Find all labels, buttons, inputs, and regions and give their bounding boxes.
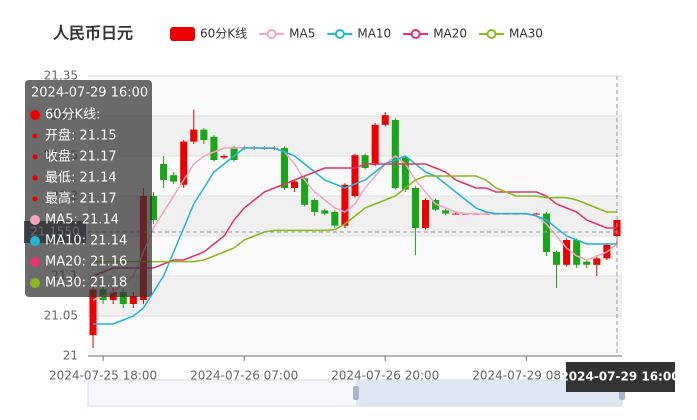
candle-body (160, 164, 168, 180)
candle-body (573, 240, 581, 265)
split-area (88, 116, 622, 156)
legend-icon (410, 29, 421, 39)
split-area (88, 76, 622, 116)
x-tick-label: 2024-07-25 18:00 (49, 369, 157, 383)
plot: 2121.0521.121.1521.221.2521.321.352024-0… (44, 69, 622, 383)
legend-label: MA5 (289, 27, 315, 41)
x-tick-label: 2024-07-29 08:00 (472, 369, 580, 383)
tooltip-label: 最高: (45, 191, 75, 207)
legend-icon (334, 29, 345, 39)
tooltip-label: 开盘: (45, 128, 75, 144)
split-area (88, 236, 622, 276)
candle-body (371, 124, 379, 165)
tooltip-label: MA5: (45, 213, 78, 228)
legend-icon (486, 29, 497, 39)
x-tick-label: 2024-07-26 20:00 (331, 369, 439, 383)
candle-body (552, 252, 561, 265)
candle-body (170, 175, 178, 182)
tooltip-value: 21.14 (79, 171, 116, 186)
tooltip-dot (32, 154, 38, 160)
legend-icon (266, 29, 277, 39)
candle-body (210, 136, 218, 160)
candle-body (593, 258, 601, 265)
tooltip-value: 21.14 (82, 213, 119, 228)
data-zoom[interactable] (87, 379, 625, 407)
candle-body (381, 115, 389, 125)
ma-line (93, 175, 617, 263)
candle-body (351, 155, 359, 196)
tooltip-value: 21.17 (79, 150, 116, 165)
candle-body (89, 289, 97, 336)
candle-body (422, 200, 430, 228)
split-area (88, 276, 622, 316)
candle-body (341, 184, 349, 226)
tooltip-label: MA20: (45, 255, 86, 270)
tooltip-label: 最低: (45, 171, 75, 186)
legend-icon (170, 27, 195, 41)
candle-body (361, 155, 369, 168)
x-tick-label: 2024-07-26 07:00 (190, 369, 298, 383)
tooltip-dot (30, 215, 40, 225)
candle-body (583, 261, 591, 265)
tooltip-value: 21.18 (90, 276, 127, 291)
tooltip-dot (30, 110, 40, 120)
y-tick-label: 21 (63, 349, 78, 363)
candle-body (230, 147, 238, 160)
tooltip-value: 21.17 (79, 192, 116, 207)
candle-body (119, 292, 127, 304)
candle-body (311, 200, 319, 212)
legend-label: MA10 (357, 27, 391, 41)
candle-body (129, 296, 137, 304)
tooltip-dot (30, 257, 40, 267)
candle-body (200, 129, 208, 140)
overlay: 60分K线MA5MA10MA20MA3021.15502024-07-29 16… (24, 27, 680, 392)
candle-body (291, 181, 299, 188)
candle-body (391, 120, 399, 188)
legend-label: MA20 (433, 27, 467, 41)
candle-body (331, 212, 339, 226)
candle-body (180, 141, 188, 185)
tooltip-label: MA10: (45, 234, 86, 249)
ma-line (92, 163, 617, 277)
tooltip-dot (32, 133, 38, 139)
tooltip-label: MA30: (45, 276, 86, 291)
tooltip-label: 收盘: (45, 149, 75, 165)
tooltip-value: 21.14 (90, 234, 127, 249)
candle-body (442, 210, 450, 214)
tooltip-value: 21.15 (79, 129, 116, 144)
candle-body (149, 196, 158, 220)
tooltip-label: 60分K线: (45, 108, 100, 123)
tooltip-dot (32, 196, 38, 202)
candle-body (401, 157, 409, 190)
candle-body (280, 148, 288, 188)
legend-label: MA30 (509, 27, 543, 41)
pointer-label-bg (566, 362, 675, 392)
y-tick-label: 21.35 (44, 69, 78, 83)
tooltip-dot (32, 175, 38, 181)
zoom-handle[interactable] (353, 386, 359, 400)
chart-title: 人民币日元 (53, 24, 133, 43)
candle-body (220, 156, 228, 158)
candle-body (301, 178, 309, 205)
y-tick-label: 21.05 (44, 309, 78, 323)
legend-label: 60分K线 (200, 27, 247, 41)
tooltip-dot (30, 236, 40, 246)
candle-body (563, 240, 571, 265)
tooltip-bg (25, 80, 152, 297)
candle-body (321, 210, 329, 214)
candle-body (411, 188, 419, 228)
candle-body (452, 213, 460, 215)
tooltip-dot (30, 278, 40, 288)
candle-body (190, 129, 198, 142)
ma-line (93, 147, 617, 325)
candle-body (532, 213, 540, 215)
split-area (88, 316, 622, 356)
tooltip: 2024-07-29 16:00 60分K线: 开盘: 21.15 收盘: 21.17 最低… (25, 80, 152, 297)
pointer-label: 2024-07-29 16:00 (560, 370, 679, 384)
tooltip-title: 2024-07-29 16:00 (31, 86, 148, 101)
candle-body (542, 213, 550, 252)
tooltip-value: 21.16 (90, 255, 127, 270)
